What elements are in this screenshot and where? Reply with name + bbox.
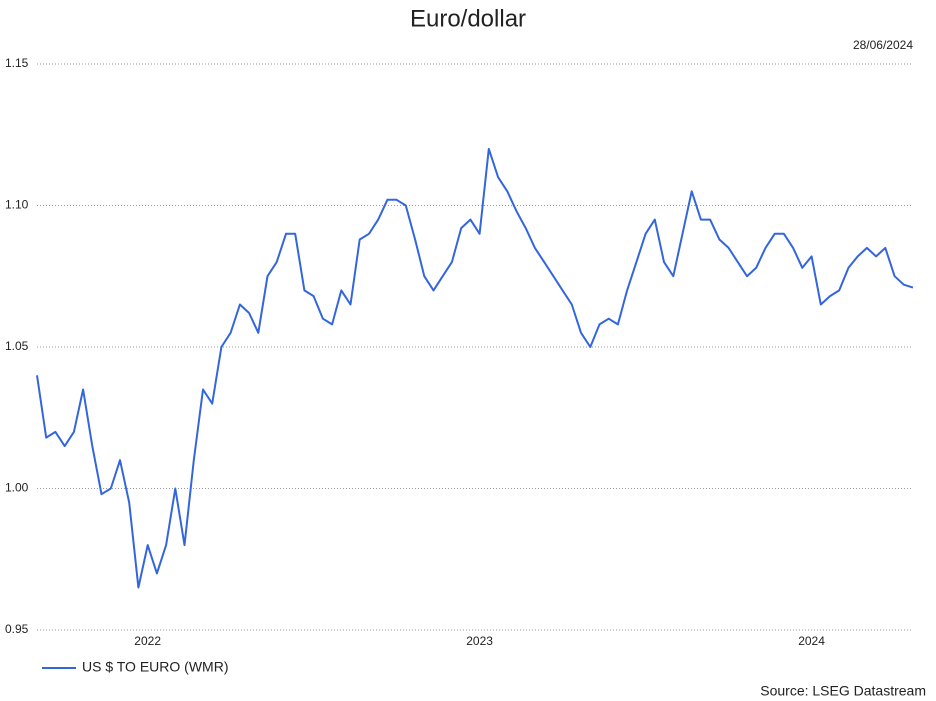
date-annotation: 28/06/2024 (853, 38, 913, 52)
line-series (36, 147, 914, 589)
y-tick-label: 1.00 (5, 481, 29, 495)
x-tick-label: 2022 (134, 634, 161, 648)
y-tick-label: 1.15 (5, 56, 29, 70)
y-tick-label: 1.10 (5, 198, 29, 212)
x-tick-label: 2024 (798, 634, 825, 648)
source: Source: LSEG Datastream (760, 683, 926, 699)
y-tick-label: 1.05 (5, 339, 29, 353)
y-tick-label: 0.95 (5, 622, 29, 636)
legend-label: US $ TO EURO (WMR) (82, 659, 229, 675)
x-tick-label: 2023 (466, 634, 493, 648)
chart-title: Euro/dollar (410, 5, 526, 32)
